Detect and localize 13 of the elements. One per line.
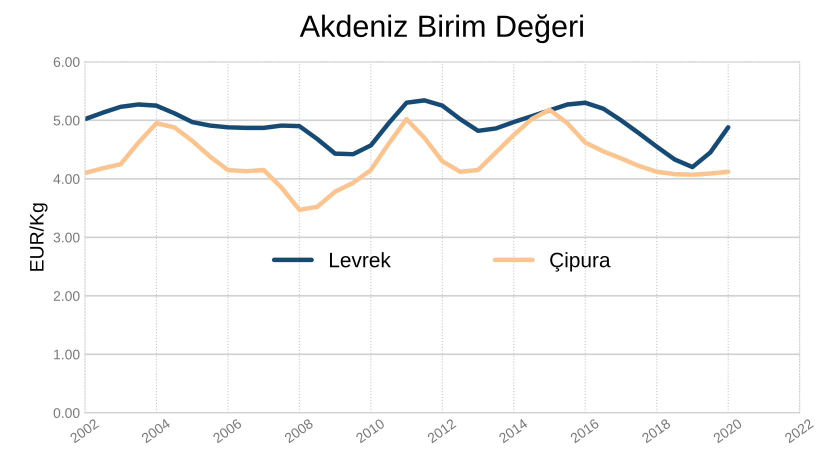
y-tick-label: 2.00 xyxy=(54,291,80,301)
legend-label: Çipura xyxy=(550,252,611,272)
y-tick-label: 4.00 xyxy=(53,174,80,184)
line-series xyxy=(84,108,730,212)
y-tick-label: 6.00 xyxy=(54,57,80,67)
y-tick-label: 1.00 xyxy=(54,350,80,360)
y-tick-label: 3.00 xyxy=(54,232,80,242)
chart-title: Akdeniz Birim Değeri xyxy=(300,14,583,44)
legend-label: Levrek xyxy=(330,252,391,268)
y-tick-label: 0.00 xyxy=(54,408,80,418)
line-series xyxy=(84,98,730,170)
y-tick-label: 5.00 xyxy=(54,116,80,126)
y-axis-title: EUR/Kg xyxy=(29,203,48,271)
